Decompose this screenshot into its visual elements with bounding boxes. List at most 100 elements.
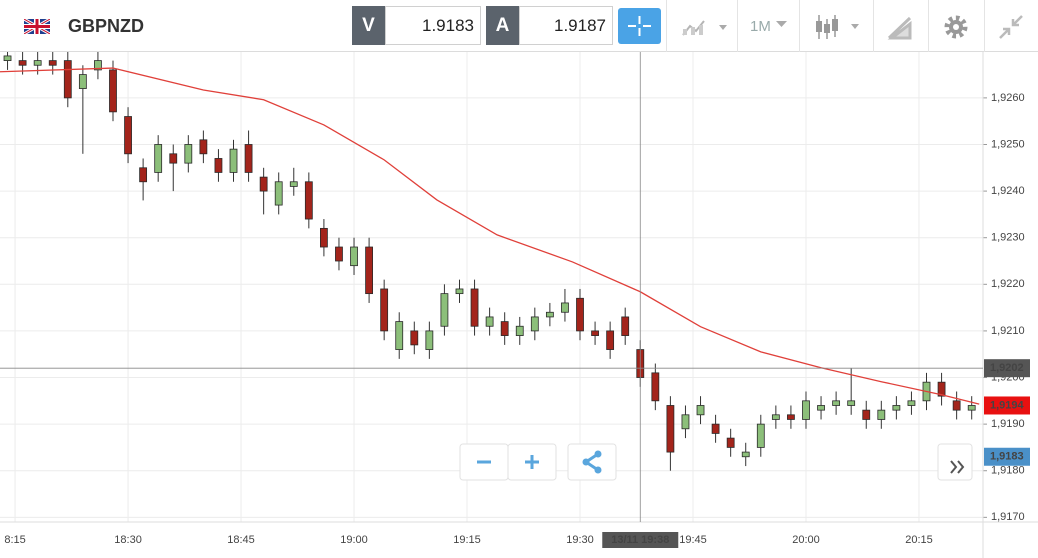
candle-body: [711, 423, 720, 434]
candle-body: [124, 116, 132, 155]
draw-button[interactable]: [886, 14, 914, 40]
x-tick-label: 19:30: [566, 534, 594, 546]
chart: 1,91701,91801,91901,92001,92101,92201,92…: [0, 52, 1038, 558]
candle-body: [787, 414, 795, 420]
candle-body: [470, 288, 479, 327]
flag: [24, 19, 50, 34]
candle-body: [410, 330, 419, 346]
crosshair-x-label: 13/11 19:38: [611, 534, 669, 546]
candle-body: [395, 321, 404, 350]
candle-body: [862, 409, 871, 420]
candle-body: [63, 60, 72, 99]
toolbar: GBPNZD V 1.9183 A 1.9187 1M: [0, 0, 1038, 52]
candle-body: [621, 316, 630, 336]
x-tick-label: 18:30: [114, 534, 142, 546]
symbol: GBPNZD: [68, 16, 144, 36]
candle-body: [350, 246, 358, 267]
crosshair-button[interactable]: [618, 8, 661, 44]
candle-body: [380, 288, 389, 332]
candle-body: [937, 381, 946, 397]
x-tick-label: 20:00: [792, 534, 820, 546]
candle-body: [892, 405, 901, 411]
collapse-button[interactable]: [998, 14, 1024, 40]
candle-body: [169, 153, 178, 164]
price-marker: [984, 396, 1030, 415]
candle-body: [500, 321, 509, 336]
candle-body: [365, 246, 373, 295]
ask-price[interactable]: 1.9187: [519, 6, 613, 45]
candle-body: [802, 400, 810, 420]
candle-body: [952, 400, 961, 411]
moving-average: [0, 67, 980, 405]
y-tick-label: 1,9240: [991, 185, 1025, 197]
y-tick-label: 1,9220: [991, 278, 1025, 290]
candle-body: [726, 437, 735, 448]
candle-body: [576, 297, 584, 332]
candle-body: [214, 158, 223, 173]
price-marker-label: 1,9194: [990, 399, 1025, 411]
candle-body: [515, 325, 524, 336]
share-dot: [594, 466, 602, 474]
share-button-bg: [567, 443, 617, 481]
candle-body: [545, 311, 554, 318]
share-dot: [582, 458, 590, 466]
dropdown-arrow: [776, 21, 787, 27]
candle-body: [425, 330, 434, 350]
candle-type-button[interactable]: [815, 13, 863, 41]
share-dot: [594, 450, 602, 458]
timeframe[interactable]: 1M: [750, 18, 771, 35]
candle-body: [320, 227, 328, 248]
x-tick-label: 19:00: [340, 534, 368, 546]
candle-body: [561, 302, 569, 313]
x-tick-label: 20:15: [905, 534, 933, 546]
zoom-out-button[interactable]: [459, 443, 509, 481]
x-tick-label: 8:15: [4, 534, 25, 546]
y-tick-label: 1,9260: [991, 92, 1025, 104]
y-tick-label: 1,9170: [991, 511, 1025, 523]
bid-price[interactable]: 1.9183: [385, 6, 481, 45]
candle-body: [154, 144, 163, 173]
candle-body: [530, 316, 539, 332]
scroll-right-button-bg: [937, 443, 973, 481]
candle-body: [756, 423, 765, 448]
price-marker: [984, 447, 1030, 466]
candle-body: [229, 148, 238, 173]
scroll-right-button[interactable]: [937, 443, 973, 481]
candle-body: [741, 451, 750, 458]
candle-body: [847, 400, 856, 406]
candle-body: [696, 405, 705, 416]
x-tick-label: 18:45: [227, 534, 255, 546]
candle-body: [591, 330, 599, 336]
candle-body: [967, 405, 976, 411]
candle-body: [771, 414, 780, 420]
candle-body: [33, 60, 42, 66]
share-button[interactable]: [567, 443, 617, 481]
candle-body: [199, 139, 208, 155]
candle-body: [455, 288, 464, 295]
y-tick-label: 1,9180: [991, 465, 1025, 477]
candle-body: [606, 330, 615, 350]
bid-label[interactable]: V: [352, 6, 385, 45]
candle-body: [440, 293, 449, 327]
candle-body: [681, 414, 690, 430]
candle-body: [666, 405, 675, 453]
candle-body: [907, 400, 916, 406]
chart-type-button[interactable]: [682, 17, 730, 37]
y-tick-label: 1,9230: [991, 232, 1025, 244]
crosshair-y-box: [984, 359, 1030, 378]
candle-body: [274, 181, 283, 206]
ask-label[interactable]: A: [486, 6, 519, 45]
y-tick-label: 1,9250: [991, 138, 1025, 150]
candle-body: [304, 181, 313, 220]
candle-body: [139, 167, 148, 183]
candle-body: [184, 144, 193, 164]
candle-body: [3, 55, 12, 61]
candle-body: [832, 400, 841, 406]
zoom-in-button-icon: [525, 455, 539, 469]
settings-button[interactable]: [943, 14, 969, 40]
zoom-in-button[interactable]: [507, 443, 557, 481]
candle-body: [18, 60, 27, 66]
x-tick-label: 19:45: [679, 534, 707, 546]
y-tick-label: 1,9210: [991, 325, 1025, 337]
